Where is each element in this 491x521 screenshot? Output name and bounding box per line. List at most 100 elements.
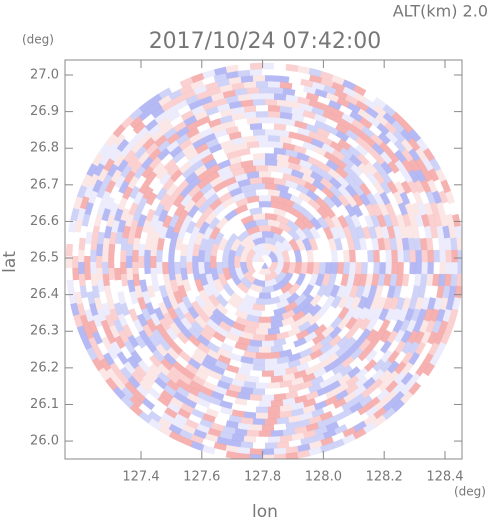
radar-cell [444,237,452,251]
radar-cell [417,202,428,216]
radar-cell [243,350,257,359]
radar-cell [408,296,418,311]
radar-cell [252,303,266,312]
radar-cell [346,237,356,251]
radar-cell [149,213,160,228]
radar-cell [199,95,214,106]
radar-cell [173,249,182,263]
radar-cell [285,445,299,455]
radar-cell [131,249,139,263]
radar-cell [179,267,189,281]
radar-cell [231,106,245,115]
radar-cell [287,249,297,263]
radar-cell [155,249,163,263]
radar-cell [267,110,281,119]
y-tick-label: 26.9 [30,104,59,119]
radar-cell [216,102,231,113]
radar-cell [410,202,422,217]
radar-cell [270,345,284,354]
radar-cell [401,237,410,251]
radar-cell [288,383,302,393]
radar-cell [305,123,320,134]
radar-cell [225,64,239,73]
radar-cell [246,320,260,329]
radar-cell [282,142,296,151]
radar-cell [320,77,335,88]
radar-cell [252,212,266,221]
radar-cell [258,292,272,300]
radar-cell [120,237,129,251]
radar-cell [273,393,287,401]
radar-cell [102,237,111,251]
x-tick-label: 127.8 [244,470,281,485]
radar-cell [113,267,122,281]
radar-cell [169,279,179,293]
radar-cell [450,273,458,287]
radar-cell [110,219,120,233]
radar-cell [207,86,222,97]
radar-cell [282,117,296,127]
radar-cell [225,444,239,454]
radar-cell [308,237,319,252]
altitude-label: ALT(km) 2.0 [393,2,488,21]
radar-cell [320,436,334,447]
radar-cell [442,201,453,216]
radar-cell [174,237,184,251]
radar-cell [391,249,399,263]
radar-cell [288,414,302,424]
radar-cell [450,237,458,251]
radar-cell [113,207,124,222]
radar-cell [430,285,439,299]
radar-cell [436,285,445,299]
radar-cell [377,273,386,287]
radar-cell [397,249,405,263]
radar-cell [149,267,158,281]
radar-cell [436,308,446,323]
radar-cell [210,242,220,257]
radar-cell [267,188,281,197]
radar-cell [264,212,278,221]
radar-cell [294,120,308,130]
radar-cell [84,201,94,216]
radar-cell [336,225,347,240]
radar-cell [270,399,284,408]
radar-cell [70,207,80,222]
radar-cell [264,364,278,372]
radar-cell [264,388,278,396]
radar-cell [84,279,93,293]
radar-cell [185,249,194,263]
radar-cell [427,261,435,275]
radar-cell [330,261,339,275]
radar-cell [265,255,273,263]
radar-cell [314,88,329,99]
radar-cell [293,261,303,276]
radar-cell [430,225,439,239]
y-tick-label: 26.3 [30,324,59,339]
radar-cell [95,243,104,257]
radar-cell [403,249,411,263]
radar-cell [261,254,269,262]
radar-cell [373,249,381,263]
radar-cell [336,249,345,263]
radar-cell [308,446,322,457]
radar-cell [293,369,308,380]
radar-cell [362,225,372,240]
radar-cell [96,279,105,293]
radar-cell [454,285,462,299]
radar-cell [243,135,257,144]
radar-cell [193,428,207,440]
radar-cell [342,249,351,263]
radar-cell [415,261,423,275]
radar-cell [331,74,346,86]
radar-cell [411,285,421,299]
radar-cell [167,267,176,281]
radar-cell [132,302,143,316]
radar-cell [92,195,103,210]
radar-cell [264,128,278,136]
radar-cell [322,428,337,440]
radar-cell [385,261,393,275]
radar-cell [296,126,311,137]
radar-cell [231,409,245,418]
radar-cell [395,213,406,228]
radar-cell [72,279,81,293]
